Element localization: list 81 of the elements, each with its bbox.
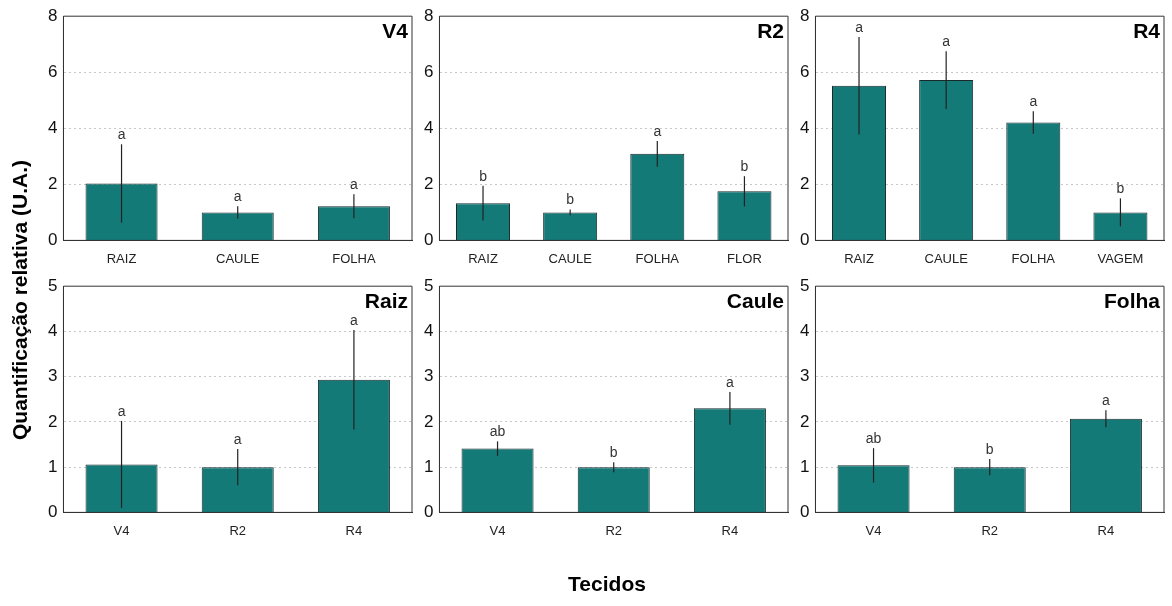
y-tick-label: 8: [423, 5, 434, 25]
y-tick-label: 4: [423, 321, 434, 341]
y-tick-label: 8: [47, 5, 58, 25]
chart-title: R4: [1133, 19, 1161, 43]
x-tick-label: FOLHA: [1011, 250, 1056, 266]
x-tick-label: RAIZ: [468, 250, 498, 266]
y-tick-label: 4: [799, 117, 810, 137]
y-tick-label: 2: [423, 174, 434, 194]
annotation: a: [1102, 392, 1111, 409]
annotation: b: [479, 167, 488, 184]
x-tick-label: CAULE: [548, 250, 593, 266]
annotation: a: [117, 126, 126, 143]
annotation: a: [855, 18, 864, 35]
y-tick-label: 3: [799, 366, 810, 386]
x-tick-label: CAULE: [216, 250, 260, 266]
x-tick-label: CAULE: [924, 250, 969, 266]
chart-title: Folha: [1104, 289, 1161, 313]
x-tick-label: R2: [229, 522, 247, 538]
y-tick-label: 0: [423, 230, 434, 250]
chart-title: Caule: [726, 289, 784, 313]
x-axis-title: Tecidos: [567, 572, 647, 596]
y-tick-label: 5: [799, 275, 810, 295]
y-tick-label: 4: [423, 117, 434, 137]
y-tick-label: 2: [423, 411, 434, 431]
y-tick-label: 6: [47, 61, 58, 81]
chart-title: V4: [382, 19, 409, 43]
x-tick-label: V4: [865, 522, 882, 538]
y-axis-title: Quantificação relativa (U.A.): [8, 159, 32, 441]
y-tick-label: 4: [47, 321, 58, 341]
annotation: b: [566, 191, 575, 208]
annotation: a: [653, 122, 662, 139]
y-tick-label: 3: [423, 366, 434, 386]
x-tick-label: FOLHA: [332, 250, 376, 266]
y-tick-label: 6: [799, 61, 810, 81]
y-tick-label: 0: [423, 502, 434, 522]
annotation: a: [1029, 93, 1038, 110]
y-tick-label: 1: [47, 456, 58, 476]
annotation: ab: [489, 423, 506, 440]
annotation: b: [1116, 180, 1125, 197]
annotation: b: [609, 444, 618, 461]
x-tick-label: RAIZ: [106, 250, 137, 266]
y-tick-label: 2: [799, 411, 810, 431]
annotation: a: [117, 402, 126, 419]
y-tick-label: 3: [47, 366, 58, 386]
y-tick-label: 4: [47, 117, 58, 137]
x-tick-label: VAGEM: [1097, 250, 1144, 266]
chart-title: Raiz: [364, 289, 408, 313]
x-tick-label: R2: [981, 522, 999, 538]
annotation: b: [740, 158, 749, 175]
y-tick-label: 2: [799, 174, 810, 194]
y-tick-label: 8: [799, 5, 810, 25]
y-tick-label: 4: [799, 321, 810, 341]
y-tick-label: 0: [799, 502, 810, 522]
y-tick-label: 5: [423, 275, 434, 295]
x-tick-label: V4: [489, 522, 506, 538]
y-tick-label: 0: [47, 230, 58, 250]
x-tick-label: R4: [345, 522, 363, 538]
annotation: a: [726, 373, 735, 390]
annotation: a: [942, 33, 951, 50]
y-tick-label: 2: [47, 174, 58, 194]
chart-title: R2: [757, 19, 784, 43]
annotation: ab: [865, 430, 882, 447]
annotation: a: [350, 311, 359, 328]
y-tick-label: 1: [799, 456, 810, 476]
y-tick-label: 1: [423, 456, 434, 476]
x-tick-label: R4: [1097, 522, 1115, 538]
x-tick-label: V4: [113, 522, 130, 538]
x-tick-label: R4: [721, 522, 739, 538]
annotation: a: [233, 430, 242, 447]
x-tick-label: FOLHA: [635, 250, 680, 266]
y-tick-label: 2: [47, 411, 58, 431]
annotation: a: [233, 188, 242, 205]
y-tick-label: 0: [47, 502, 58, 522]
y-tick-label: 6: [423, 61, 434, 81]
annotation: b: [985, 440, 994, 457]
x-tick-label: RAIZ: [844, 250, 874, 266]
x-tick-label: R2: [605, 522, 623, 538]
x-tick-label: FLOR: [727, 250, 762, 266]
annotation: a: [350, 176, 359, 193]
y-tick-label: 0: [799, 230, 810, 250]
y-tick-label: 5: [47, 275, 58, 295]
